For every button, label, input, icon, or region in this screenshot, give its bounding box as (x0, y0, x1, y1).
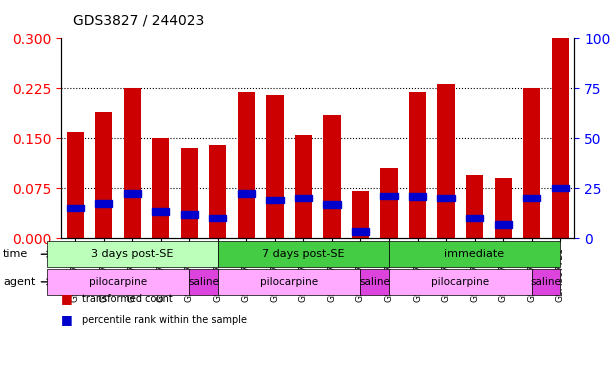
Text: 7 days post-SE: 7 days post-SE (262, 249, 345, 259)
Text: pilocarpine: pilocarpine (260, 277, 318, 287)
Bar (238, 190, 255, 197)
Bar (152, 138, 169, 238)
Bar (124, 88, 141, 238)
Bar (437, 84, 455, 238)
Text: agent: agent (3, 277, 35, 287)
Bar (67, 205, 84, 212)
Bar (238, 92, 255, 238)
Text: immediate: immediate (444, 249, 505, 259)
Bar (266, 197, 284, 204)
Text: ■: ■ (61, 313, 73, 326)
Bar (124, 190, 141, 197)
Bar (152, 208, 169, 215)
Text: saline: saline (359, 277, 390, 287)
Bar (210, 215, 227, 222)
Bar (381, 168, 398, 238)
Bar (523, 88, 540, 238)
Bar (409, 194, 426, 200)
Text: saline: saline (530, 277, 562, 287)
Bar (523, 195, 540, 202)
Bar (266, 95, 284, 238)
Bar (67, 132, 84, 238)
Bar (494, 222, 511, 228)
Bar (210, 145, 227, 238)
Text: GDS3827 / 244023: GDS3827 / 244023 (73, 13, 205, 27)
Text: transformed count: transformed count (82, 294, 174, 304)
Text: time: time (3, 249, 28, 259)
Bar (466, 215, 483, 222)
Bar (181, 212, 198, 218)
Bar (552, 38, 569, 238)
Bar (295, 195, 312, 202)
Bar (381, 193, 398, 199)
Bar (352, 192, 369, 238)
Bar (323, 202, 340, 208)
Bar (95, 200, 112, 207)
Text: ■: ■ (61, 292, 73, 305)
Bar (494, 178, 511, 238)
Text: pilocarpine: pilocarpine (431, 277, 489, 287)
Bar (552, 185, 569, 192)
Bar (95, 112, 112, 238)
Bar (323, 115, 340, 238)
Bar (295, 135, 312, 238)
Bar (466, 175, 483, 238)
Bar (409, 92, 426, 238)
Text: percentile rank within the sample: percentile rank within the sample (82, 315, 247, 325)
Text: 3 days post-SE: 3 days post-SE (91, 249, 174, 259)
Text: pilocarpine: pilocarpine (89, 277, 147, 287)
Bar (437, 195, 455, 202)
Bar (352, 228, 369, 235)
Bar (181, 148, 198, 238)
Text: saline: saline (188, 277, 219, 287)
